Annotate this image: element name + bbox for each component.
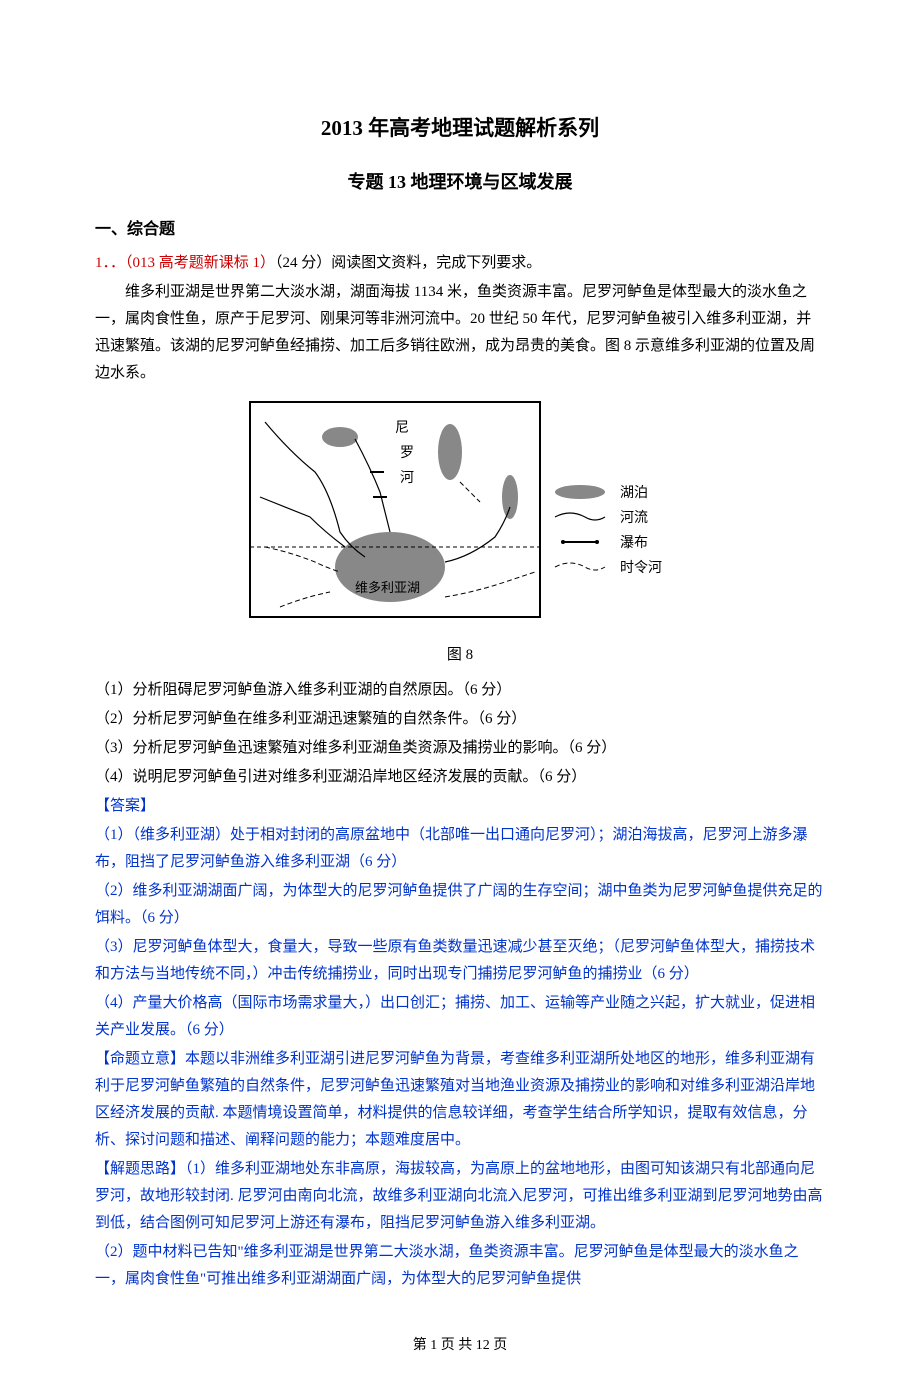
answer-label: 【答案】 bbox=[95, 793, 825, 820]
figure-caption: 图 8 bbox=[95, 642, 825, 669]
question-1-paragraph: 维多利亚湖是世界第二大淡水湖，湖面海拔 1134 米，鱼类资源丰富。尼罗河鲈鱼是… bbox=[95, 279, 825, 387]
sub-title: 专题 13 地理环境与区域发展 bbox=[95, 166, 825, 198]
label-nile-3: 河 bbox=[400, 470, 414, 486]
intent-label: 【命题立意】 bbox=[95, 1051, 185, 1067]
question-1-sub-2: （2）分析尼罗河鲈鱼在维多利亚湖迅速繁殖的自然条件。（6 分） bbox=[95, 706, 825, 733]
legend-river-text: 河流 bbox=[620, 510, 648, 526]
page-footer: 第 1 页 共 12 页 bbox=[95, 1333, 825, 1358]
thinking-block-1: 【解题思路】（1）维多利亚湖地处东非高原，海拔较高，为高原上的盆地地形，由图可知… bbox=[95, 1156, 825, 1237]
label-nile-2: 罗 bbox=[400, 446, 414, 461]
question-1-sub-1: （1）分析阻碍尼罗河鲈鱼游入维多利亚湖的自然原因。（6 分） bbox=[95, 677, 825, 704]
legend-lake-text: 湖泊 bbox=[620, 485, 648, 501]
legend-seasonal-text: 时令河 bbox=[620, 560, 662, 576]
question-1-head: 1．．（013 高考题新课标 1）（24 分）阅读图文资料，完成下列要求。 bbox=[95, 250, 825, 277]
question-1-points: （24 分）阅读图文资料，完成下列要求。 bbox=[275, 255, 541, 271]
map-figure: 尼 罗 河 维多利亚湖 湖泊 河流 瀑布 时令河 bbox=[245, 397, 675, 622]
question-1-sub-3: （3）分析尼罗河鲈鱼迅速繁殖对维多利亚湖鱼类资源及捕捞业的影响。（6 分） bbox=[95, 735, 825, 762]
thinking-label: 【解题思路】 bbox=[95, 1161, 185, 1177]
thinking-2: （2）题中材料已告知"维多利亚湖是世界第二大淡水湖，鱼类资源丰富。尼罗河鲈鱼是体… bbox=[95, 1239, 825, 1293]
answer-2: （2）维多利亚湖湖面广阔，为体型大的尼罗河鲈鱼提供了广阔的生存空间；湖中鱼类为尼… bbox=[95, 878, 825, 932]
question-1-sub-4: （4）说明尼罗河鲈鱼引进对维多利亚湖沿岸地区经济发展的贡献。（6 分） bbox=[95, 764, 825, 791]
label-nile-1: 尼 bbox=[395, 421, 409, 436]
thinking-1: （1）维多利亚湖地处东非高原，海拔较高，为高原上的盆地地形，由图可知该湖只有北部… bbox=[95, 1161, 823, 1231]
figure-container: 尼 罗 河 维多利亚湖 湖泊 河流 瀑布 时令河 bbox=[95, 397, 825, 632]
intent-text: 本题以非洲维多利亚湖引进尼罗河鲈鱼为背景，考查维多利亚湖所处地区的地形，维多利亚… bbox=[95, 1051, 815, 1148]
legend-waterfall-text: 瀑布 bbox=[620, 535, 648, 551]
section-heading: 一、综合题 bbox=[95, 216, 825, 245]
answer-1: （1）（维多利亚湖）处于相对封闭的高原盆地中（北部唯一出口通向尼罗河）；湖泊海拔… bbox=[95, 822, 825, 876]
question-1-number: 1．．（013 高考题新课标 1） bbox=[95, 255, 275, 271]
intent-block: 【命题立意】本题以非洲维多利亚湖引进尼罗河鲈鱼为背景，考查维多利亚湖所处地区的地… bbox=[95, 1046, 825, 1154]
answer-4: （4）产量大价格高（国际市场需求量大，）出口创汇；捕捞、加工、运输等产业随之兴起… bbox=[95, 990, 825, 1044]
answer-3: （3）尼罗河鲈鱼体型大，食量大，导致一些原有鱼类数量迅速减少甚至灭绝；（尼罗河鲈… bbox=[95, 934, 825, 988]
label-lake-victoria: 维多利亚湖 bbox=[355, 580, 420, 595]
main-title: 2013 年高考地理试题解析系列 bbox=[95, 110, 825, 148]
